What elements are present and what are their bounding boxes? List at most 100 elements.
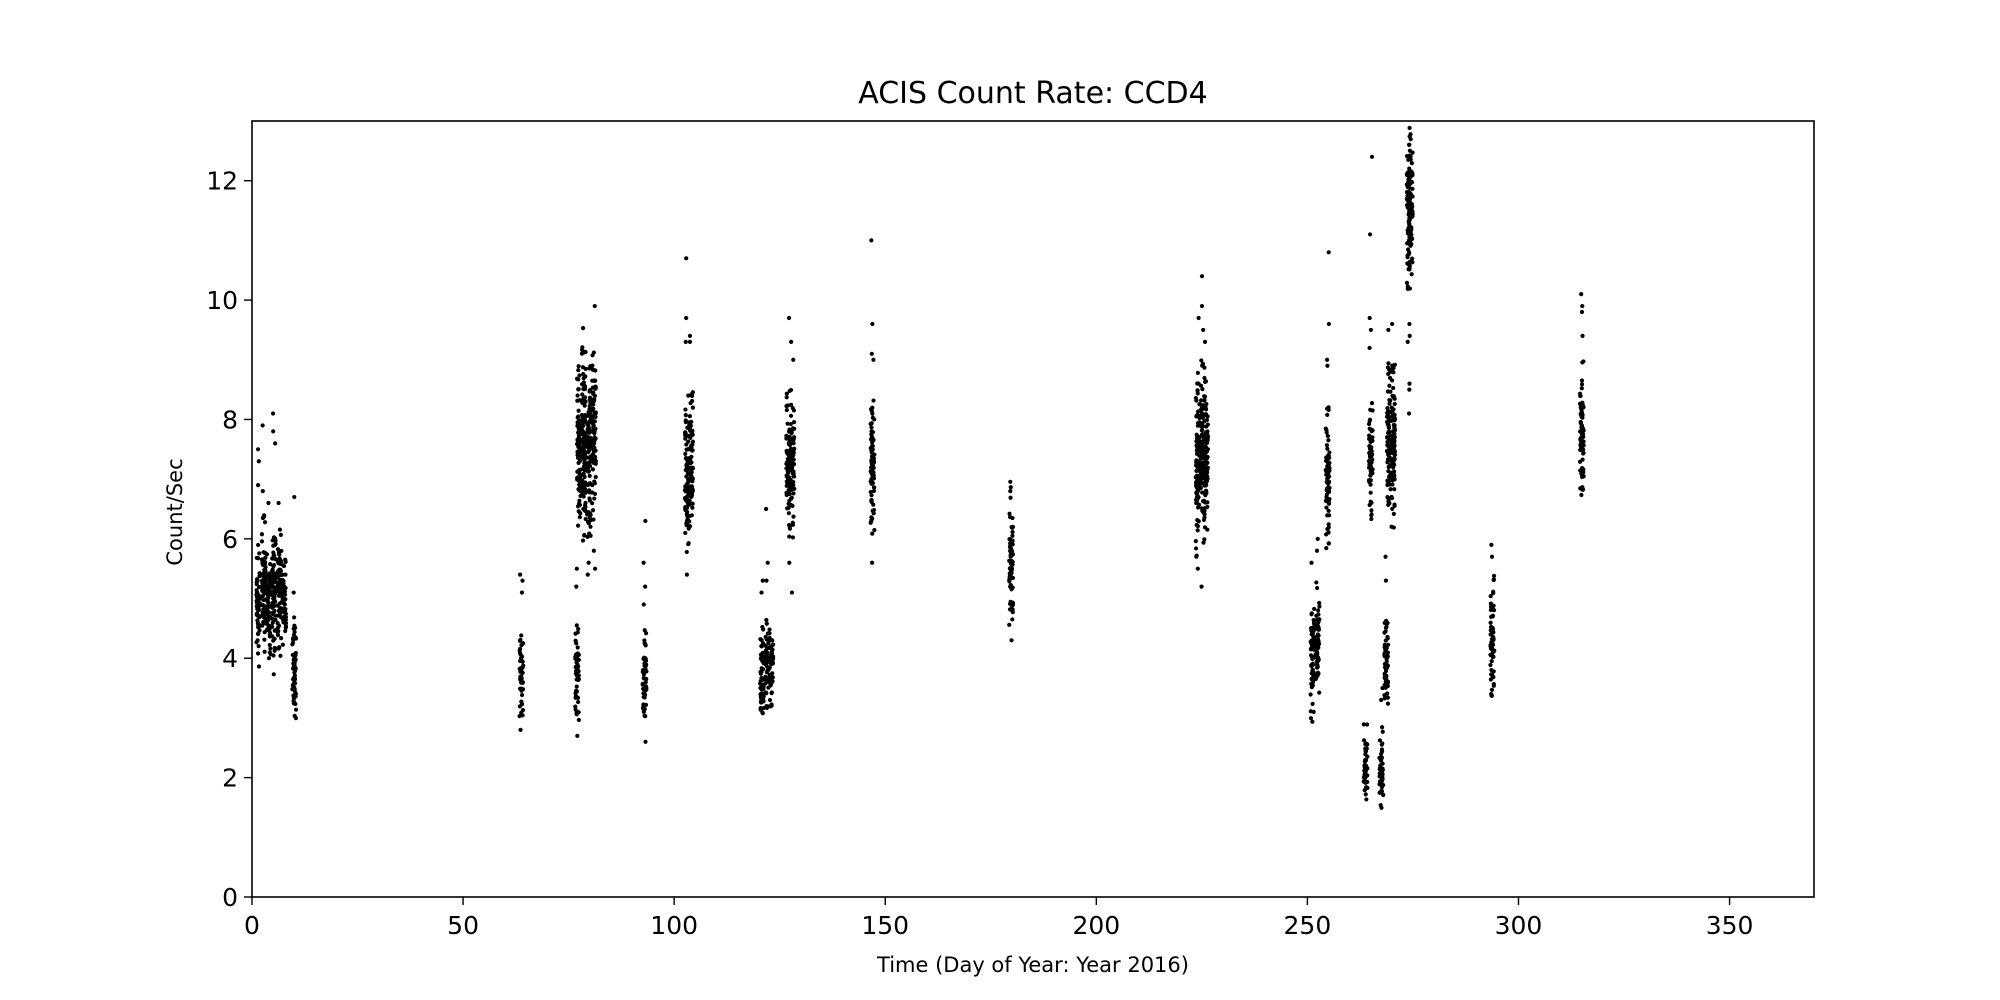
- data-point: [1324, 546, 1329, 551]
- data-point: [573, 707, 578, 712]
- data-point: [1578, 429, 1583, 434]
- data-point: [277, 556, 282, 561]
- data-point: [518, 646, 523, 651]
- data-point: [1202, 375, 1207, 381]
- data-point: [1310, 719, 1315, 724]
- data-point: [1382, 642, 1387, 647]
- data-point: [519, 633, 524, 638]
- data-point: [1377, 738, 1383, 743]
- data-point: [870, 321, 875, 327]
- data-point: [1409, 227, 1414, 232]
- data-point: [1367, 433, 1372, 438]
- data-point: [1380, 772, 1385, 777]
- data-point: [1326, 438, 1331, 443]
- data-point: [581, 396, 586, 401]
- x-tick-label: 150: [861, 911, 909, 940]
- data-point: [1203, 483, 1209, 488]
- data-point: [1010, 617, 1015, 622]
- data-point: [1407, 181, 1413, 186]
- data-point: [590, 429, 595, 434]
- data-point: [293, 636, 299, 641]
- data-point: [1008, 489, 1013, 494]
- data-point: [270, 620, 275, 625]
- data-point: [275, 572, 280, 577]
- y-tick-label: 4: [222, 644, 238, 673]
- data-point: [1382, 675, 1387, 680]
- data-point: [585, 455, 590, 460]
- data-point: [686, 541, 691, 546]
- data-point: [871, 502, 876, 507]
- data-point: [1383, 554, 1388, 559]
- data-point: [789, 431, 794, 436]
- data-point: [642, 691, 647, 696]
- data-point: [1308, 716, 1314, 721]
- data-point: [1367, 345, 1372, 350]
- data-point: [1202, 394, 1208, 399]
- data-point: [585, 450, 591, 455]
- data-point: [577, 373, 582, 378]
- data-point: [256, 600, 261, 605]
- data-point: [784, 391, 789, 396]
- data-point: [1200, 387, 1205, 392]
- data-point: [690, 488, 696, 493]
- data-point: [870, 516, 875, 521]
- data-point: [1387, 383, 1392, 388]
- data-point: [1406, 411, 1412, 416]
- data-point: [1326, 508, 1331, 513]
- data-point: [1364, 797, 1369, 802]
- data-point: [759, 590, 764, 595]
- data-point: [1316, 612, 1321, 617]
- data-point: [260, 603, 266, 608]
- data-point: [582, 383, 587, 388]
- data-point: [255, 606, 260, 612]
- data-point: [1407, 266, 1412, 271]
- data-point: [1010, 542, 1015, 547]
- data-point: [280, 642, 285, 647]
- data-point: [1009, 638, 1014, 643]
- data-point: [790, 520, 795, 525]
- data-point: [1404, 196, 1409, 201]
- data-point: [1195, 388, 1200, 393]
- data-point: [1366, 421, 1372, 427]
- data-point: [1407, 222, 1412, 227]
- data-point: [1362, 773, 1367, 778]
- data-point: [1317, 600, 1322, 606]
- data-point: [281, 600, 287, 605]
- data-point: [576, 364, 581, 369]
- data-point: [1383, 638, 1388, 643]
- data-point: [1009, 603, 1015, 608]
- data-point: [1205, 470, 1210, 475]
- data-point: [784, 436, 789, 441]
- data-point: [1392, 418, 1397, 423]
- data-point: [293, 658, 298, 663]
- data-point: [590, 367, 595, 372]
- data-point: [1489, 653, 1495, 658]
- y-axis-label: Count/Sec: [163, 458, 187, 565]
- data-point: [1316, 645, 1321, 650]
- data-point: [1194, 553, 1199, 558]
- data-point: [1383, 668, 1389, 674]
- data-point: [758, 706, 763, 711]
- data-point: [576, 699, 581, 705]
- data-point: [870, 443, 875, 449]
- data-point: [1379, 725, 1385, 730]
- data-point: [271, 550, 276, 555]
- data-point: [1201, 327, 1206, 333]
- data-point: [1368, 490, 1373, 495]
- data-point: [1490, 636, 1495, 642]
- data-point: [1490, 605, 1495, 610]
- data-point: [771, 655, 776, 660]
- data-point: [1317, 604, 1322, 609]
- data-point: [789, 339, 794, 344]
- data-point: [263, 568, 268, 573]
- data-point: [1390, 482, 1395, 487]
- data-point: [1386, 464, 1391, 469]
- data-point: [257, 574, 262, 579]
- data-point: [1323, 426, 1328, 431]
- data-point: [1389, 418, 1394, 424]
- data-point: [791, 474, 796, 479]
- data-point: [870, 430, 876, 435]
- data-point: [582, 464, 587, 469]
- data-point: [760, 686, 765, 691]
- data-point: [1383, 629, 1388, 634]
